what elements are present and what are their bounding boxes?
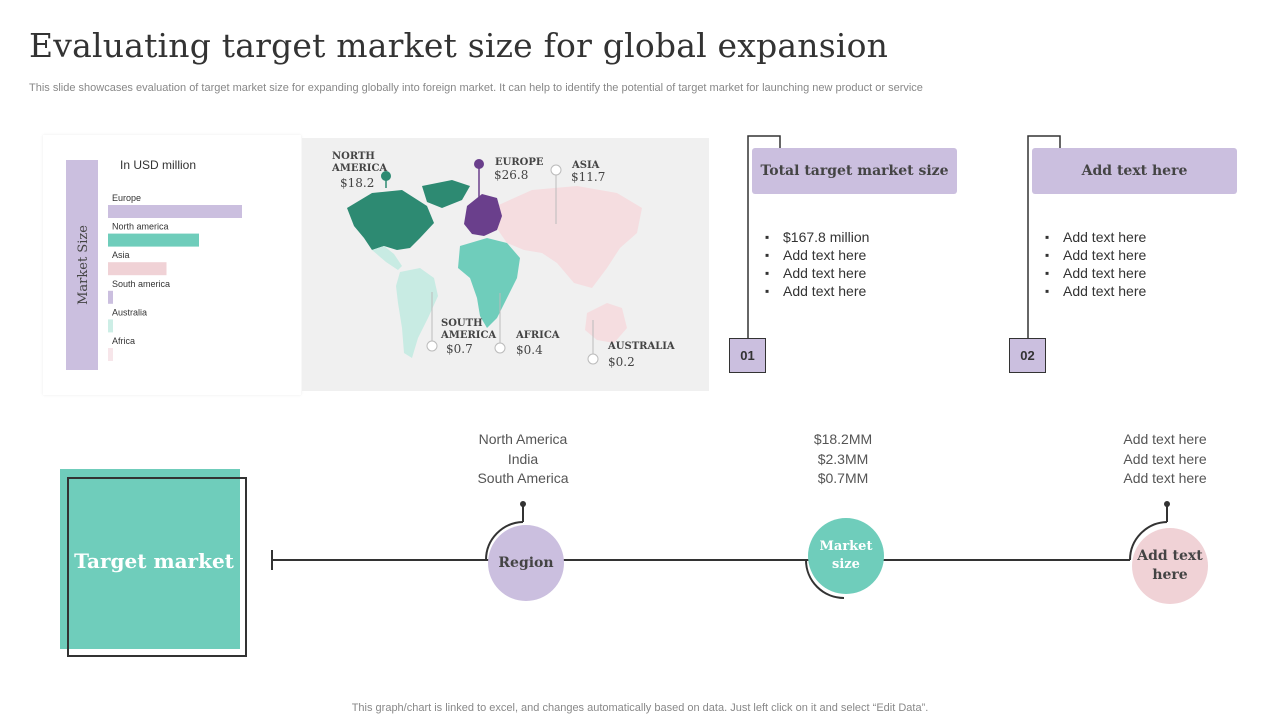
bar-category-label: Asia [112, 250, 130, 260]
card-02-item: Add text here [1045, 264, 1146, 282]
market-size-detail-line: $0.7MM [817, 470, 869, 486]
south-america-region [396, 268, 438, 358]
map-label-australia: AUSTRALIA [608, 341, 675, 352]
map-value-australia: $0.2 [608, 355, 635, 369]
extra-detail-line: Add text here [1123, 450, 1207, 467]
africa-region [458, 238, 520, 328]
card-02-item: Add text here [1045, 246, 1146, 264]
asia-region [492, 186, 642, 288]
map-value-asia: $11.7 [571, 170, 606, 184]
market-size-node-label: Market size [819, 539, 873, 572]
card-02-item: Add text here [1045, 228, 1146, 246]
region-detail-line: India [507, 450, 539, 467]
central-america-region [372, 246, 402, 270]
region-detail-line: North America [478, 431, 568, 447]
bar-category-label: Australia [112, 307, 147, 317]
market-size-detail-line: $18.2MM [813, 431, 873, 447]
market-size-bar-chart: Market Size In USD million Europe North a… [66, 158, 242, 370]
map-value-africa: $0.4 [516, 343, 543, 357]
card-01-item: Add text here [765, 282, 869, 300]
bar-category-label: Africa [112, 336, 135, 346]
bar-south-america[interactable] [108, 290, 113, 304]
map-label-north-america: NORTH AMERICA [332, 151, 388, 174]
south-america-pin[interactable] [426, 340, 438, 352]
card-01-item: Add text here [765, 264, 869, 282]
footer-note: This graph/chart is linked to excel, and… [351, 702, 929, 714]
card-02-connector [1027, 135, 1061, 340]
bar-category-label: North america [112, 222, 169, 232]
north-america-region [347, 190, 434, 250]
card-01-item: Add text here [765, 246, 869, 264]
card-01-item: $167.8 million [765, 228, 869, 246]
australia-pin[interactable] [587, 353, 599, 365]
target-market-label: Target market [74, 549, 234, 573]
target-market-frame [67, 477, 247, 657]
card-01-list: $167.8 million Add text here Add text he… [763, 228, 869, 300]
card-02-number: 02 [1009, 338, 1046, 373]
bar-asia[interactable] [108, 262, 167, 276]
chart-title: In USD million [120, 158, 196, 172]
australia-region [585, 303, 627, 343]
card-02-list: Add text here Add text here Add text her… [1043, 228, 1146, 300]
market-size-node[interactable]: Market size [808, 518, 884, 594]
europe-pin[interactable] [474, 159, 484, 169]
timeline-track [271, 501, 1170, 599]
europe-region [464, 194, 502, 236]
north-america-pin[interactable] [381, 171, 391, 181]
card-01-heading: Total target market size [752, 148, 957, 194]
map-value-europe: $26.8 [494, 168, 529, 182]
region-node-label: Region [498, 555, 554, 571]
page-subtitle: This slide showcases evaluation of targe… [29, 82, 923, 94]
world-map-panel[interactable]: NORTH AMERICA $18.2 EUROPE $26.8 ASIA $1… [302, 138, 709, 391]
extra-detail-line: Add text here [1123, 470, 1207, 486]
bar-north-america[interactable] [108, 233, 199, 247]
card-01-connector [747, 135, 781, 340]
map-value-south-america: $0.7 [446, 342, 473, 356]
bar-europe[interactable] [108, 205, 242, 218]
bar-australia[interactable] [108, 319, 113, 333]
y-axis-label: Market Size [76, 225, 91, 305]
target-market-block[interactable] [60, 469, 240, 649]
extra-details: Add text here Add text here Add text her… [1085, 430, 1245, 489]
bar-chart-card[interactable]: Market Size In USD million Europe North a… [43, 135, 301, 395]
africa-pin[interactable] [494, 342, 506, 354]
world-map [347, 159, 642, 365]
map-label-africa: AFRICA [516, 330, 560, 341]
market-size-detail-line: $2.3MM [817, 450, 869, 467]
region-node[interactable]: Region [488, 525, 564, 601]
page-title: Evaluating target market size for global… [29, 26, 889, 65]
extra-detail-line: Add text here [1123, 431, 1207, 447]
map-label-europe: EUROPE [495, 157, 544, 168]
card-01-number: 01 [729, 338, 766, 373]
bar-category-label: Europe [112, 193, 141, 203]
market-size-details: $18.2MM $2.3MM $0.7MM [763, 430, 923, 489]
add-text-node[interactable]: Add text here [1132, 528, 1208, 604]
map-label-south-america: SOUTH AMERICA [441, 318, 497, 341]
add-text-node-label: Add text here [1137, 548, 1203, 583]
bar-category-label: South america [112, 279, 170, 289]
greenland-region [422, 180, 470, 208]
map-label-asia: ASIA [572, 160, 600, 171]
asia-pin[interactable] [550, 164, 562, 176]
region-detail-line: South America [477, 470, 569, 486]
card-02-heading: Add text here [1032, 148, 1237, 194]
bar-africa[interactable] [108, 348, 113, 361]
region-details: North America India South America [443, 430, 603, 489]
card-02-item: Add text here [1045, 282, 1146, 300]
y-axis-band [66, 160, 98, 370]
map-value-north-america: $18.2 [340, 176, 375, 190]
